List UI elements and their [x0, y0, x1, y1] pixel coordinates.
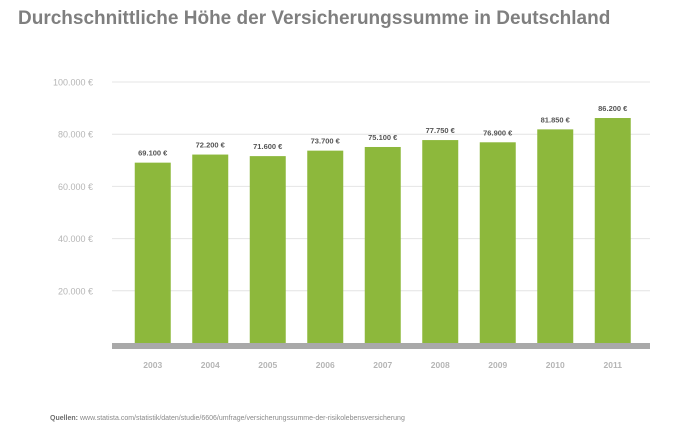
bar	[307, 150, 344, 343]
x-tick-label: 2006	[316, 360, 335, 370]
bar	[594, 118, 631, 343]
bar	[249, 156, 286, 343]
x-tick-label: 2009	[488, 360, 507, 370]
bar-value-label: 77.750 €	[426, 126, 456, 135]
bar	[192, 154, 229, 343]
x-tick-label: 2007	[373, 360, 392, 370]
x-tick-label: 2004	[201, 360, 220, 370]
bar	[364, 146, 401, 343]
bar	[134, 162, 171, 343]
y-tick-label: 80.000 €	[58, 130, 93, 140]
x-tick-label: 2005	[258, 360, 277, 370]
x-tick-label: 2010	[546, 360, 565, 370]
bar	[479, 142, 516, 343]
chart-title: Durchschnittliche Höhe der Versicherungs…	[18, 8, 611, 29]
y-tick-label: 60.000 €	[58, 182, 93, 192]
y-tick-label: 20.000 €	[58, 286, 93, 296]
x-tick-label: 2008	[431, 360, 450, 370]
bar-value-label: 75.100 €	[368, 133, 398, 142]
bar-value-label: 81.850 €	[541, 115, 571, 124]
source-url[interactable]: www.statista.com/statistik/daten/studie/…	[79, 415, 405, 422]
source-line: Quellen: www.statista.com/statistik/date…	[50, 415, 405, 422]
x-tick-label: 2011	[604, 360, 623, 370]
bar-value-label: 86.200 €	[598, 104, 628, 113]
y-tick-label: 40.000 €	[58, 234, 93, 244]
bar-value-label: 76.900 €	[483, 128, 513, 137]
x-axis-baseline	[112, 343, 650, 349]
bar-value-label: 69.100 €	[138, 149, 168, 158]
source-label: Quellen:	[50, 415, 79, 422]
bar	[537, 129, 574, 343]
bar-value-label: 72.200 €	[196, 141, 226, 150]
y-tick-label: 100.000 €	[53, 78, 93, 88]
x-tick-label: 2003	[143, 360, 162, 370]
bar-value-label: 73.700 €	[311, 137, 341, 146]
bar	[422, 140, 459, 343]
bar-value-label: 71.600 €	[253, 142, 283, 151]
